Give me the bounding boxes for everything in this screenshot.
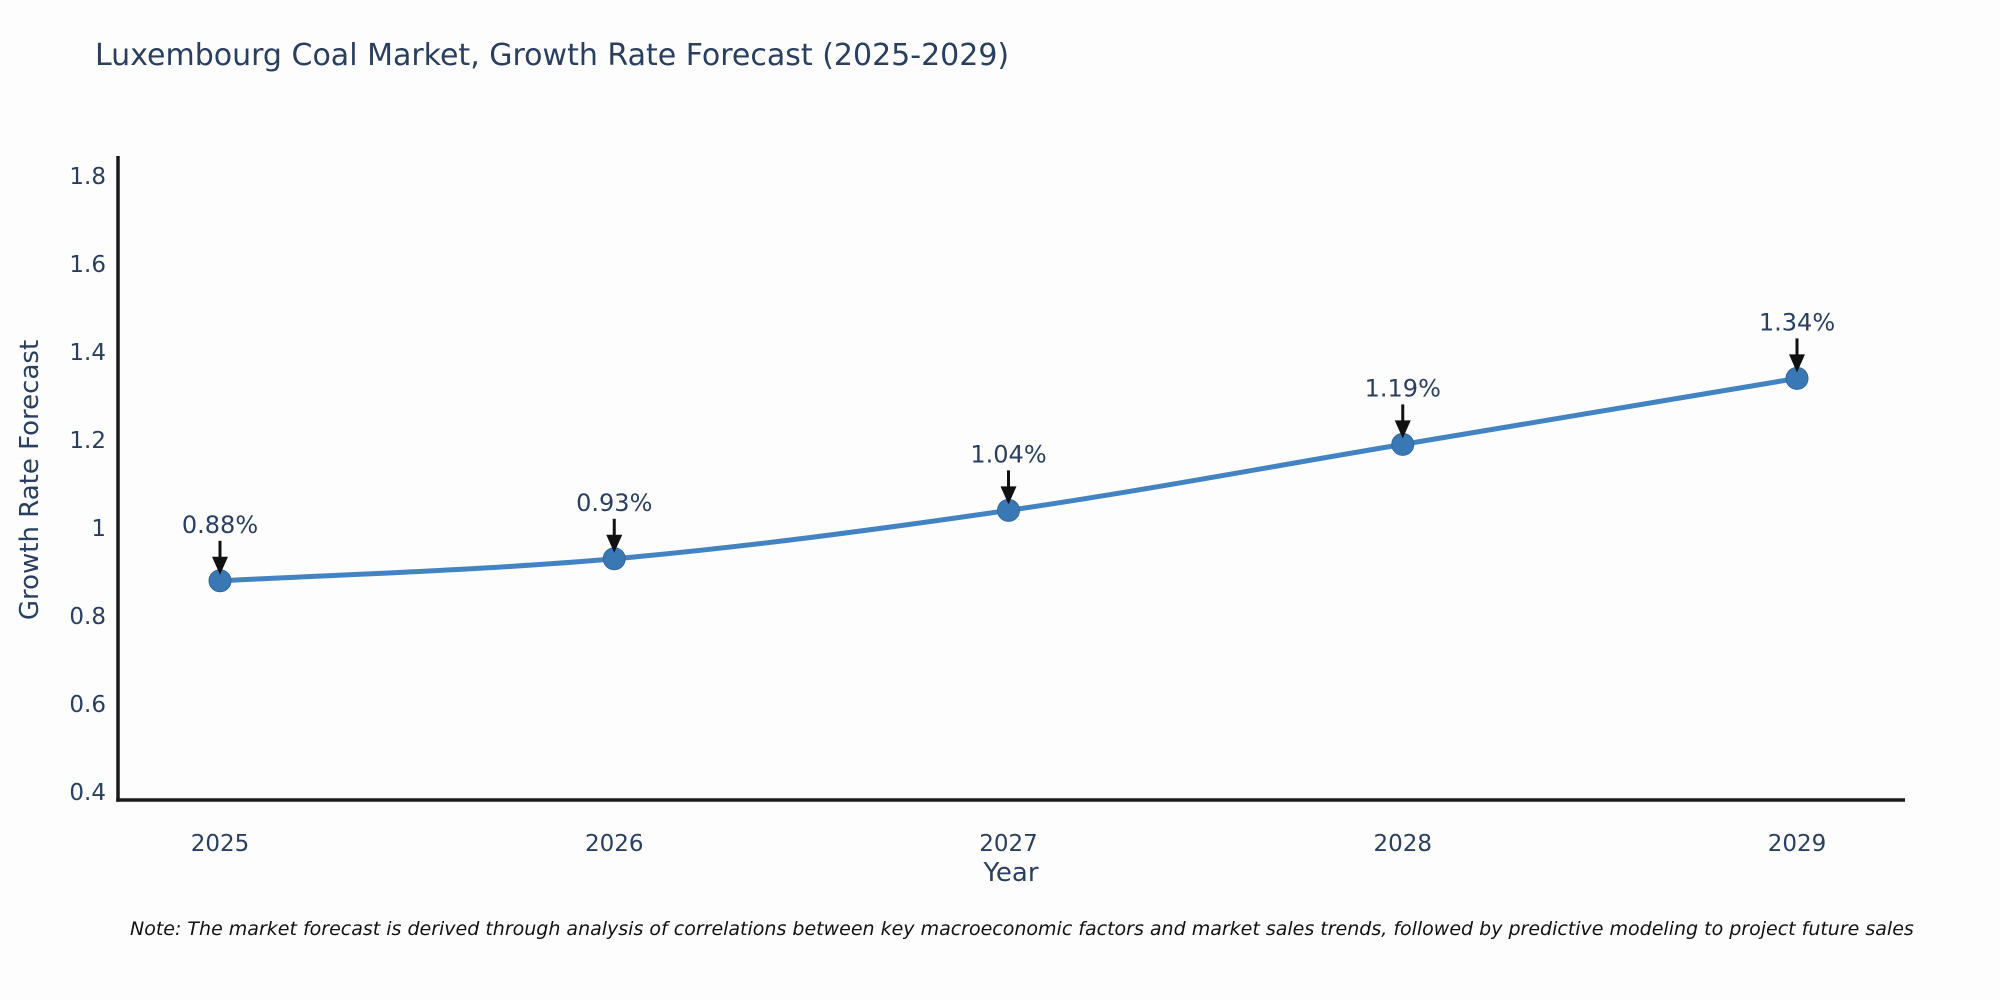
annotation-arrowhead <box>1789 354 1805 373</box>
x-axis-title: Year <box>983 858 1039 888</box>
x-tick-label: 2029 <box>1768 831 1827 857</box>
x-tick-label: 2025 <box>191 831 250 857</box>
annotation-arrowhead <box>212 556 228 575</box>
point-annotation: 1.34% <box>1759 308 1835 336</box>
y-tick-label: 1 <box>91 516 106 542</box>
annotation-arrowhead <box>606 534 623 553</box>
annotation-arrowhead <box>1394 420 1411 439</box>
x-tick-label: 2026 <box>585 831 644 857</box>
y-tick-label: 1.6 <box>69 252 106 278</box>
point-annotation: 1.04% <box>970 440 1046 468</box>
x-tick-label: 2028 <box>1373 831 1432 857</box>
annotation-arrowhead <box>1000 486 1017 505</box>
point-annotation: 0.93% <box>576 489 652 517</box>
footnote: Note: The market forecast is derived thr… <box>130 918 1914 940</box>
y-tick-label: 0.4 <box>69 780 106 806</box>
y-tick-label: 1.8 <box>69 164 106 190</box>
point-annotation: 1.19% <box>1365 374 1441 402</box>
x-tick-label: 2027 <box>979 831 1038 857</box>
y-tick-label: 1.4 <box>69 340 106 366</box>
point-annotation: 0.88% <box>182 511 258 539</box>
y-tick-label: 0.6 <box>69 692 106 718</box>
y-tick-label: 0.8 <box>69 604 106 630</box>
chart-title: Luxembourg Coal Market, Growth Rate Fore… <box>95 38 1010 73</box>
y-tick-label: 1.2 <box>69 428 106 454</box>
y-axis-title: Growth Rate Forecast <box>15 339 45 621</box>
